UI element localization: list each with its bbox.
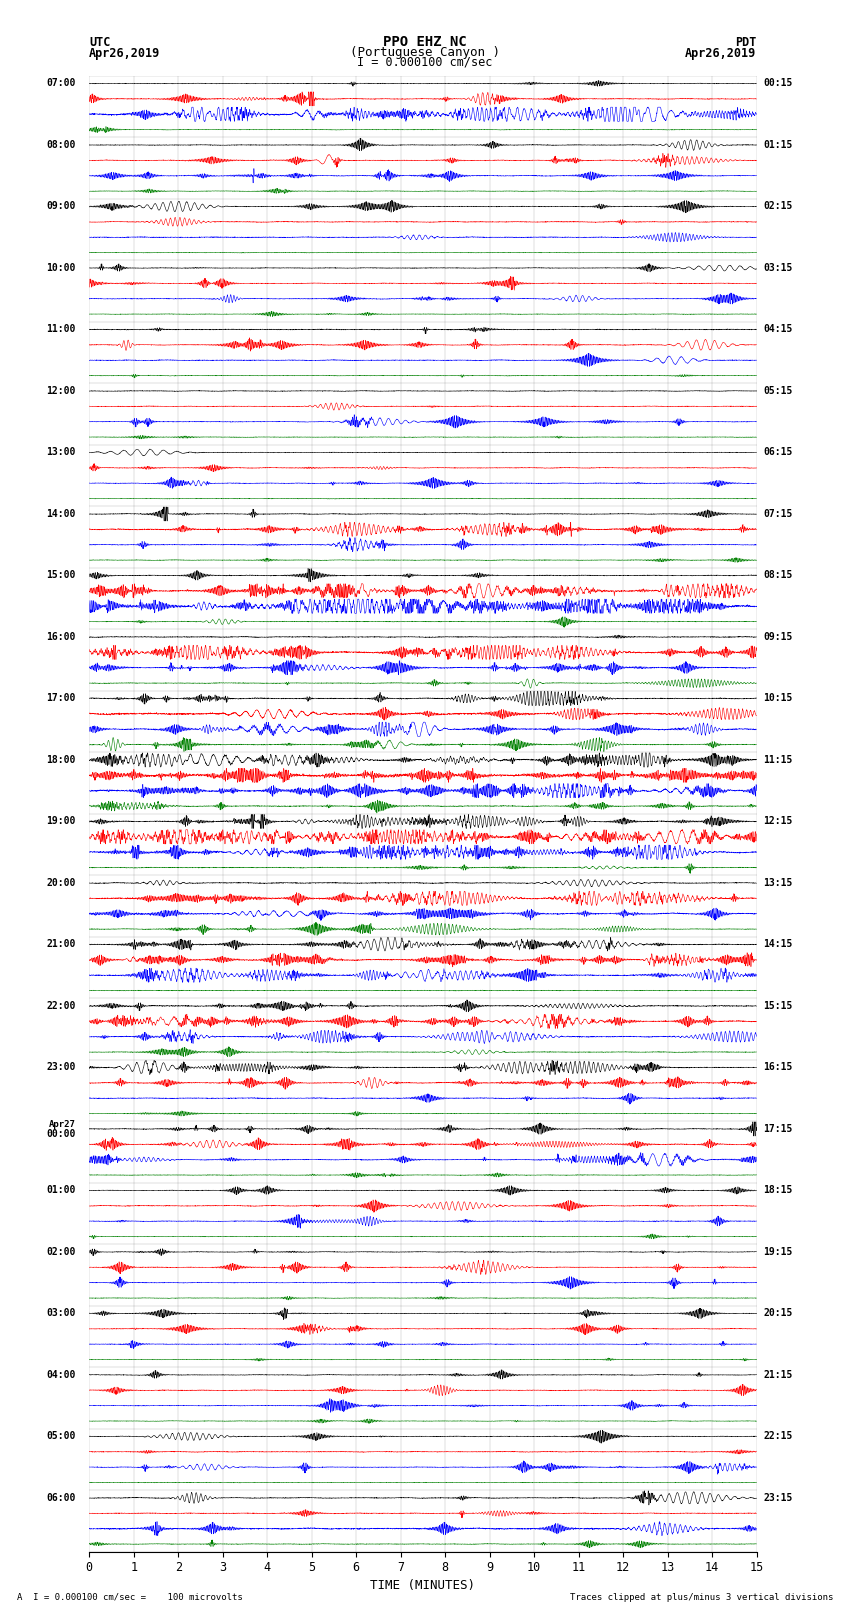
Text: 07:15: 07:15: [763, 510, 792, 519]
Text: 01:15: 01:15: [763, 140, 792, 150]
Text: 16:00: 16:00: [47, 632, 76, 642]
Text: 23:00: 23:00: [47, 1063, 76, 1073]
Text: Apr26,2019: Apr26,2019: [685, 47, 756, 60]
Text: 08:15: 08:15: [763, 571, 792, 581]
Text: 22:00: 22:00: [47, 1002, 76, 1011]
Text: 16:15: 16:15: [763, 1063, 792, 1073]
Text: 15:00: 15:00: [47, 571, 76, 581]
Text: 21:15: 21:15: [763, 1369, 792, 1379]
Text: 08:00: 08:00: [47, 140, 76, 150]
Text: 19:00: 19:00: [47, 816, 76, 826]
Text: (Portuguese Canyon ): (Portuguese Canyon ): [350, 45, 500, 58]
Text: 02:15: 02:15: [763, 202, 792, 211]
Text: 17:00: 17:00: [47, 694, 76, 703]
Text: 03:00: 03:00: [47, 1308, 76, 1318]
Text: 04:15: 04:15: [763, 324, 792, 334]
Text: 13:00: 13:00: [47, 447, 76, 458]
Text: 07:00: 07:00: [47, 79, 76, 89]
Text: PDT: PDT: [735, 35, 756, 50]
Text: 11:15: 11:15: [763, 755, 792, 765]
Text: 03:15: 03:15: [763, 263, 792, 273]
Text: 05:15: 05:15: [763, 386, 792, 395]
Text: 00:15: 00:15: [763, 79, 792, 89]
Text: 06:00: 06:00: [47, 1494, 76, 1503]
Text: 05:00: 05:00: [47, 1431, 76, 1442]
Text: 10:15: 10:15: [763, 694, 792, 703]
Text: 01:00: 01:00: [47, 1186, 76, 1195]
Text: 20:15: 20:15: [763, 1308, 792, 1318]
Text: 23:15: 23:15: [763, 1494, 792, 1503]
Text: 09:00: 09:00: [47, 202, 76, 211]
Text: 12:00: 12:00: [47, 386, 76, 395]
Text: Apr26,2019: Apr26,2019: [89, 47, 161, 60]
X-axis label: TIME (MINUTES): TIME (MINUTES): [371, 1579, 475, 1592]
Text: 18:00: 18:00: [47, 755, 76, 765]
Text: 06:15: 06:15: [763, 447, 792, 458]
Text: UTC: UTC: [89, 35, 110, 50]
Text: 09:15: 09:15: [763, 632, 792, 642]
Text: 17:15: 17:15: [763, 1124, 792, 1134]
Text: 22:15: 22:15: [763, 1431, 792, 1442]
Text: PPO EHZ NC: PPO EHZ NC: [383, 35, 467, 50]
Text: 12:15: 12:15: [763, 816, 792, 826]
Text: 11:00: 11:00: [47, 324, 76, 334]
Text: 19:15: 19:15: [763, 1247, 792, 1257]
Text: 14:15: 14:15: [763, 939, 792, 950]
Text: 14:00: 14:00: [47, 510, 76, 519]
Text: 04:00: 04:00: [47, 1369, 76, 1379]
Text: 18:15: 18:15: [763, 1186, 792, 1195]
Text: A  I = 0.000100 cm/sec =    100 microvolts: A I = 0.000100 cm/sec = 100 microvolts: [17, 1592, 243, 1602]
Text: 20:00: 20:00: [47, 877, 76, 887]
Text: 15:15: 15:15: [763, 1002, 792, 1011]
Text: 21:00: 21:00: [47, 939, 76, 950]
Text: I = 0.000100 cm/sec: I = 0.000100 cm/sec: [357, 55, 493, 69]
Text: Traces clipped at plus/minus 3 vertical divisions: Traces clipped at plus/minus 3 vertical …: [570, 1592, 833, 1602]
Text: 10:00: 10:00: [47, 263, 76, 273]
Text: Apr27: Apr27: [49, 1119, 76, 1129]
Text: 13:15: 13:15: [763, 877, 792, 887]
Text: 02:00: 02:00: [47, 1247, 76, 1257]
Text: 00:00: 00:00: [47, 1129, 76, 1139]
